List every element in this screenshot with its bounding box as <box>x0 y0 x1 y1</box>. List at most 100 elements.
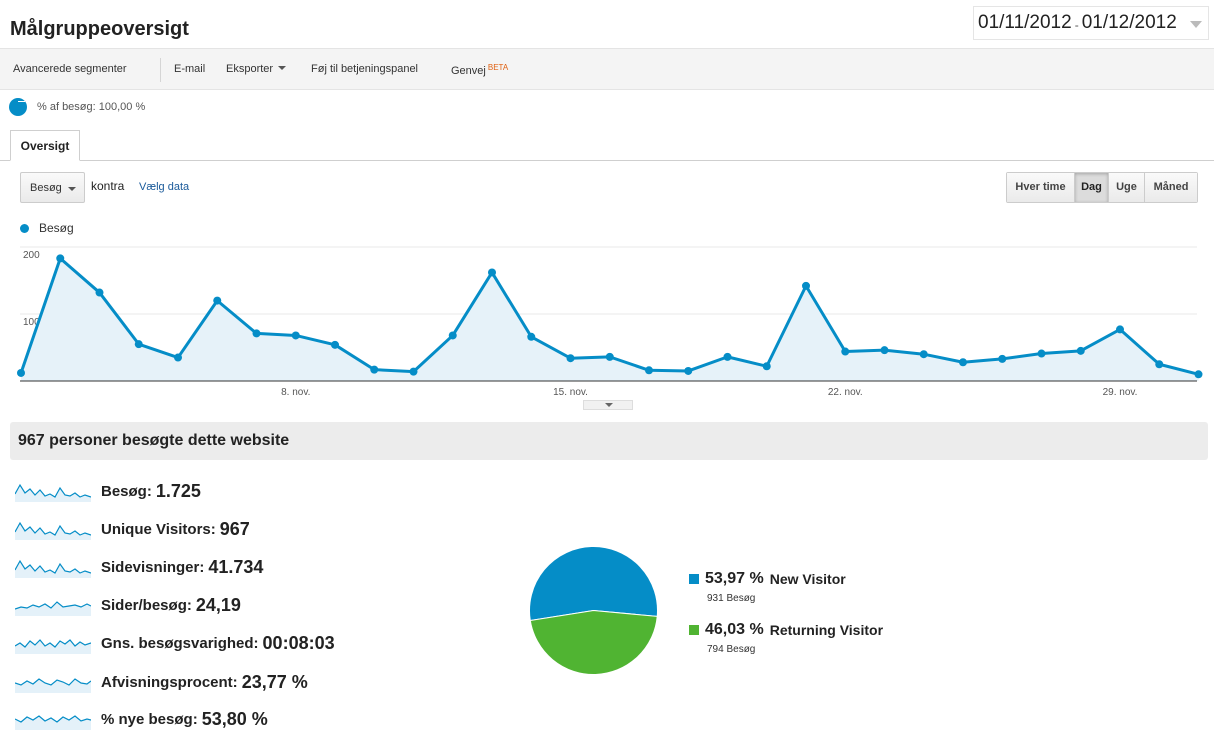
data-point <box>802 281 810 290</box>
stat-row[interactable]: Gns. besøgsvarighed: 00:08:03 <box>15 633 335 654</box>
new-visitor-label: New Visitor <box>769 571 846 587</box>
stat-row[interactable]: Sidevisninger: 41.734 <box>15 557 263 578</box>
data-point <box>566 354 575 363</box>
chart-expander[interactable] <box>583 400 633 410</box>
page-title: Målgruppeoversigt <box>10 18 189 40</box>
data-point <box>1194 370 1203 379</box>
legend-label: Besøg <box>39 221 74 235</box>
data-point <box>252 329 261 338</box>
shortcut-label: Genvej <box>451 65 486 77</box>
data-point <box>213 296 222 305</box>
summary-headline: 967 personer besøgte dette website <box>10 422 1208 460</box>
data-point <box>645 366 653 375</box>
stat-row[interactable]: Afvisningsprocent: 23,77 % <box>15 672 308 693</box>
x-tick-label: 8. nov. <box>281 387 310 398</box>
pie-slice-returning-visitor[interactable] <box>529 609 658 675</box>
x-tick-label: 22. nov. <box>828 387 863 398</box>
date-start: 01/11/2012 <box>978 12 1072 33</box>
data-point <box>1037 349 1046 358</box>
tabs-divider <box>0 160 1214 161</box>
segment-indicator: % af besøg: 100,00 % <box>9 98 145 116</box>
tab-overview[interactable]: Oversigt <box>10 130 80 161</box>
data-point <box>684 366 693 375</box>
returning-visitor-swatch <box>689 625 699 635</box>
new-visitor-swatch <box>689 574 699 584</box>
stat-value: 00:08:03 <box>262 633 335 653</box>
range-week-button[interactable]: Uge <box>1109 173 1145 202</box>
date-separator: - <box>1074 18 1079 32</box>
chart-legend: Besøg <box>20 221 74 235</box>
stat-value: 41.734 <box>208 557 264 577</box>
y-tick-label: 200 <box>23 250 40 261</box>
select-metric-link[interactable]: Vælg data <box>139 181 190 193</box>
sparkline-icon <box>15 714 91 730</box>
data-point <box>1076 346 1085 355</box>
new-visitor-pct: 53,97 % <box>705 570 764 587</box>
sparkline-icon <box>15 600 91 616</box>
export-button[interactable]: Eksporter <box>226 63 287 75</box>
data-point <box>959 358 967 367</box>
returning-visitor-pct: 46,03 % <box>705 621 764 638</box>
beta-badge: BETA <box>487 63 509 72</box>
data-point <box>134 340 143 349</box>
versus-label: kontra <box>91 179 125 193</box>
chevron-down-icon <box>68 187 76 191</box>
stat-row[interactable]: Unique Visitors: 967 <box>15 519 250 540</box>
data-point <box>880 346 889 355</box>
stat-row[interactable]: % nye besøg: 53,80 % <box>15 709 268 730</box>
stat-name: Sidevisninger: <box>101 559 205 576</box>
pie-legend-new: 53,97 % New Visitor 931 Besøg <box>689 570 846 604</box>
stat-value: 967 <box>219 519 250 539</box>
y-tick-label: 100 <box>23 317 40 328</box>
stat-value: 24,19 <box>195 595 241 615</box>
stat-name: Afvisningsprocent: <box>101 674 238 691</box>
data-point <box>331 340 339 349</box>
data-point <box>448 331 457 340</box>
sparkline-icon <box>15 559 91 578</box>
series-dot <box>20 223 29 233</box>
data-point <box>488 268 496 277</box>
stat-name: Sider/besøg: <box>101 597 192 614</box>
sparkline-icon <box>15 638 91 654</box>
metric-selector[interactable]: Besøg <box>20 172 85 203</box>
data-point <box>998 354 1007 363</box>
data-point <box>370 365 379 374</box>
data-point <box>841 347 850 356</box>
stat-name: Gns. besøgsvarighed: <box>101 635 259 652</box>
data-point <box>762 362 771 371</box>
pie-slice-new-visitor[interactable] <box>529 546 658 622</box>
sparkline-icon <box>15 677 91 693</box>
returning-visitor-label: Returning Visitor <box>769 622 884 638</box>
data-point <box>605 352 614 361</box>
range-hourly-button[interactable]: Hver time <box>1007 173 1075 202</box>
visitor-type-pie <box>529 546 658 675</box>
stat-name: Besøg: <box>101 483 152 500</box>
segment-pie-icon <box>9 98 27 116</box>
range-month-button[interactable]: Måned <box>1145 173 1197 202</box>
advanced-segments-button[interactable]: Avancerede segmenter <box>13 63 127 75</box>
x-tick-label: 29. nov. <box>1103 387 1138 398</box>
stat-value: 53,80 % <box>201 709 268 729</box>
data-point <box>723 352 732 361</box>
shortcut-button[interactable]: Genvej BETA <box>451 63 508 77</box>
data-point <box>919 350 928 359</box>
range-day-button[interactable]: Dag <box>1075 173 1109 202</box>
returning-visitor-visits: 794 Besøg <box>707 644 756 655</box>
metric-selector-label: Besøg <box>30 182 62 194</box>
sparkline-icon <box>15 521 91 540</box>
stat-row[interactable]: Besøg: 1.725 <box>15 481 201 502</box>
data-point <box>56 254 65 263</box>
data-point <box>17 368 25 377</box>
add-to-dashboard-button[interactable]: Føj til betjeningspanel <box>311 63 419 75</box>
date-end: 01/12/2012 <box>1081 12 1177 33</box>
data-point <box>527 332 536 341</box>
date-range-picker[interactable]: 01/11/2012 - 01/12/2012 <box>973 6 1209 40</box>
segment-label: % af besøg: 100,00 % <box>37 101 146 113</box>
stat-name: Unique Visitors: <box>101 521 216 538</box>
pie-legend-returning: 46,03 % Returning Visitor 794 Besøg <box>689 621 883 655</box>
visits-chart: 200 100 8. nov. 15. nov. 22. nov. 29. nov. <box>17 246 1203 398</box>
stat-row[interactable]: Sider/besøg: 24,19 <box>15 595 241 616</box>
email-button[interactable]: E-mail <box>174 63 206 75</box>
stat-value: 23,77 % <box>241 672 308 692</box>
chevron-down-icon[interactable] <box>1190 21 1202 28</box>
